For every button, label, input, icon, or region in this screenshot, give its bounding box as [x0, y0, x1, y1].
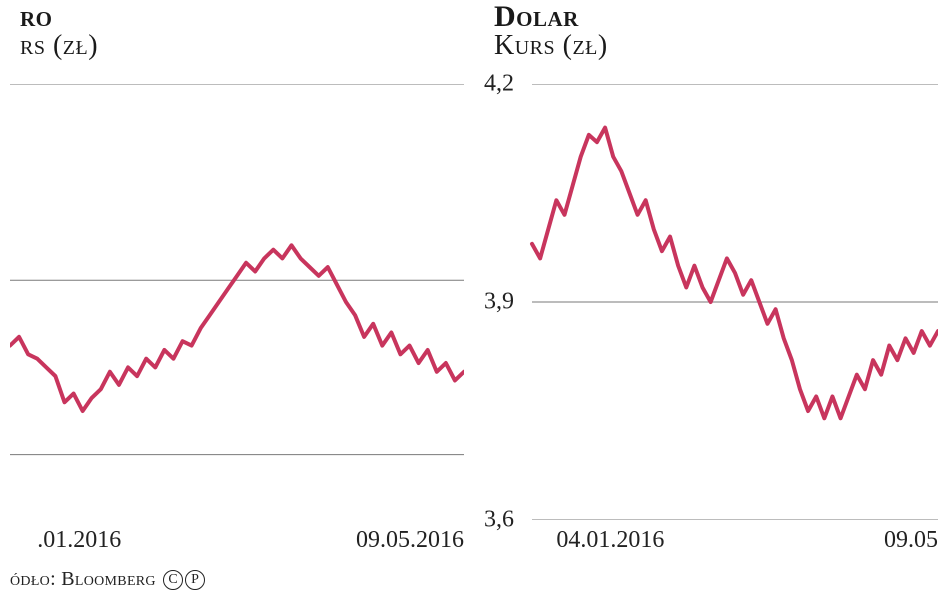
chart-plot: .01.201609.05.2016 — [10, 84, 464, 520]
chart-area: 4,23,93,604.01.201609.05 — [484, 84, 938, 520]
chart-plot: 4,23,93,604.01.201609.05 — [484, 84, 938, 520]
chart-titles: ro rs (zł) — [10, 0, 464, 80]
source-attribution: ódło: Bloomberg CP — [10, 568, 205, 591]
copyright-p-icon: P — [185, 570, 205, 590]
x-axis-tick-label: 09.05.2016 — [356, 527, 464, 554]
charts-container: ro rs (zł) .01.201609.05.2016 Dolar Kurs… — [0, 0, 948, 560]
chart-titles: Dolar Kurs (zł) — [484, 0, 938, 80]
chart-title-sub: Kurs (zł) — [494, 30, 938, 62]
chart-title-sub: rs (zł) — [20, 30, 464, 62]
chart-title-main: ro — [20, 0, 464, 34]
x-axis-tick-label: .01.2016 — [37, 527, 121, 554]
x-axis-tick-label: 09.05 — [884, 527, 938, 554]
x-axis-tick-label: 04.01.2016 — [556, 527, 664, 554]
copyright-marks: CP — [161, 568, 205, 591]
y-axis-tick-label: 4,2 — [484, 71, 514, 98]
chart-panel-dolar: Dolar Kurs (zł) 4,23,93,604.01.201609.05 — [474, 0, 948, 560]
chart-area: .01.201609.05.2016 — [10, 84, 464, 520]
chart-panel-euro: ro rs (zł) .01.201609.05.2016 — [0, 0, 474, 560]
chart-title-main: Dolar — [494, 0, 938, 34]
source-label: ódło: Bloomberg — [10, 568, 156, 590]
y-axis-tick-label: 3,9 — [484, 289, 514, 316]
y-axis-tick-label: 3,6 — [484, 507, 514, 534]
copyright-c-icon: C — [163, 570, 183, 590]
